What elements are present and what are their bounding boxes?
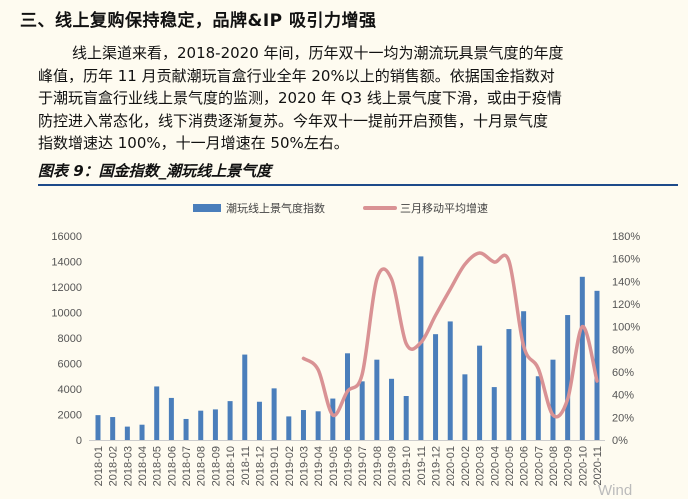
bar-2019-10 [404,396,409,440]
y-right-tick-label: 160% [612,254,640,266]
bar-2018-02 [110,417,115,440]
bar-2018-10 [228,401,233,440]
x-tick-label: 2020-11 [592,446,604,486]
x-tick-label: 2019-10 [401,446,413,486]
y-left-tick-label: 14000 [51,257,82,269]
bar-2019-11 [418,256,423,440]
x-tick-label: 2018-12 [254,446,266,486]
bar-2020-01 [448,321,453,440]
x-tick-label: 2018-01 [93,446,105,486]
x-tick-label: 2018-02 [108,446,120,486]
bar-2019-07 [360,381,365,440]
bar-2020-10 [580,277,585,440]
bar-2020-03 [477,346,482,440]
x-tick-label: 2019-12 [431,446,443,486]
bar-2018-07 [184,419,189,440]
bar-2018-12 [257,402,262,440]
x-tick-label: 2020-09 [563,446,575,486]
y-right-tick-label: 40% [612,390,634,402]
legend-bar-swatch [193,204,221,212]
bar-2018-04 [140,425,145,440]
y-right-tick-label: 80% [612,344,634,356]
bar-2019-09 [389,379,394,440]
bar-2019-12 [433,334,438,440]
x-tick-label: 2018-08 [196,446,208,486]
bar-2019-02 [286,416,291,440]
bar-2019-05 [330,399,335,440]
bar-2019-03 [301,410,306,440]
x-tick-label: 2018-06 [166,446,178,486]
x-tick-label: 2020-03 [475,446,487,486]
y-right-tick-label: 140% [612,276,640,288]
watermark: Wind [598,482,632,499]
bar-2020-02 [462,374,467,440]
y-left-tick-label: 8000 [58,333,82,345]
x-tick-label: 2018-05 [152,446,164,486]
x-tick-label: 2018-04 [137,446,149,486]
x-tick-label: 2019-06 [343,446,355,486]
x-tick-label: 2020-05 [504,446,516,486]
bar-2018-06 [169,398,174,440]
bar-2018-03 [125,427,130,440]
x-tick-label: 2019-04 [313,446,325,486]
x-tick-label: 2018-07 [181,446,193,486]
x-tick-label: 2020-06 [519,446,531,486]
y-right-tick-label: 180% [612,231,640,243]
bar-2019-04 [316,411,321,440]
y-left-tick-label: 6000 [58,359,82,371]
y-right-tick-label: 100% [612,322,640,334]
x-tick-label: 2020-08 [548,446,560,486]
bar-2020-08 [550,360,555,440]
x-tick-label: 2020-07 [533,446,545,486]
y-left-tick-label: 16000 [51,231,82,243]
bar-2020-05 [506,329,511,440]
bar-2018-01 [96,415,101,440]
bar-2019-08 [374,360,379,440]
y-right-tick-label: 20% [612,412,634,424]
y-left-tick-label: 4000 [58,384,82,396]
bar-2018-09 [213,409,218,440]
x-tick-label: 2020-10 [577,446,589,486]
legend-label: 三月移动平均增速 [400,201,488,215]
y-right-tick-label: 120% [612,299,640,311]
y-right-tick-label: 60% [612,367,634,379]
x-tick-label: 2019-11 [416,446,428,486]
bar-2018-11 [242,355,247,440]
x-tick-label: 2018-03 [122,446,134,486]
bar-2019-01 [272,388,277,440]
bar-2020-09 [565,315,570,440]
bar-2020-07 [536,376,541,440]
x-tick-label: 2018-10 [225,446,237,486]
x-tick-label: 2019-02 [284,446,296,486]
y-left-tick-label: 0 [76,435,82,447]
y-left-tick-label: 2000 [58,410,82,422]
x-tick-label: 2019-09 [387,446,399,486]
x-tick-label: 2020-02 [460,446,472,486]
y-left-tick-label: 12000 [51,282,82,294]
legend-label: 潮玩线上景气度指数 [226,201,325,215]
bar-2018-08 [198,411,203,440]
x-tick-label: 2019-08 [372,446,384,486]
y-left-tick-label: 10000 [51,308,82,320]
bar-2018-05 [154,386,159,440]
x-tick-label: 2019-01 [269,446,281,486]
x-tick-label: 2019-07 [357,446,369,486]
x-tick-label: 2018-09 [210,446,222,486]
x-tick-label: 2020-04 [489,446,501,486]
x-tick-label: 2020-01 [445,446,457,486]
x-tick-label: 2018-11 [240,446,252,486]
x-tick-label: 2019-03 [298,446,310,486]
bar-2020-04 [492,387,497,440]
y-right-tick-label: 0% [612,435,628,447]
x-tick-label: 2019-05 [328,446,340,486]
